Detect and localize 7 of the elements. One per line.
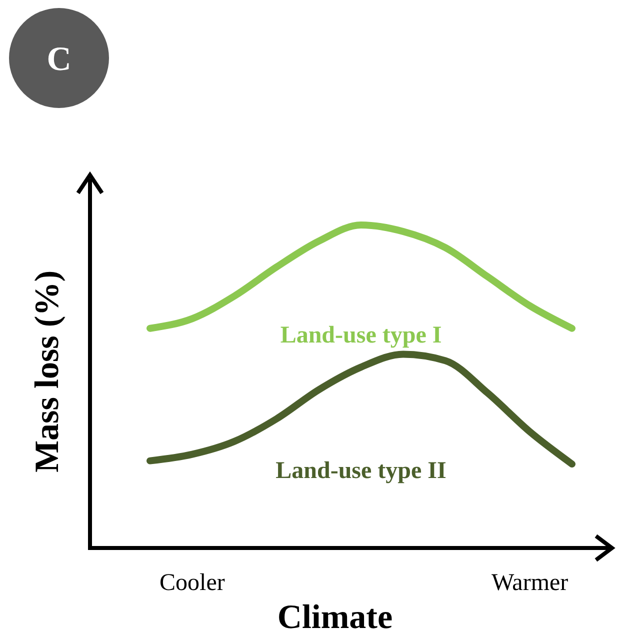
x-axis-title: Climate [277,599,393,636]
x-tick-label: Warmer [491,570,568,596]
chart-title: C [46,41,72,78]
series-label: Land-use type II [276,458,446,484]
series-label: Land-use type I [280,322,442,348]
y-axis-title: Mass loss (%) [29,270,66,473]
x-tick-label: Cooler [160,570,225,596]
